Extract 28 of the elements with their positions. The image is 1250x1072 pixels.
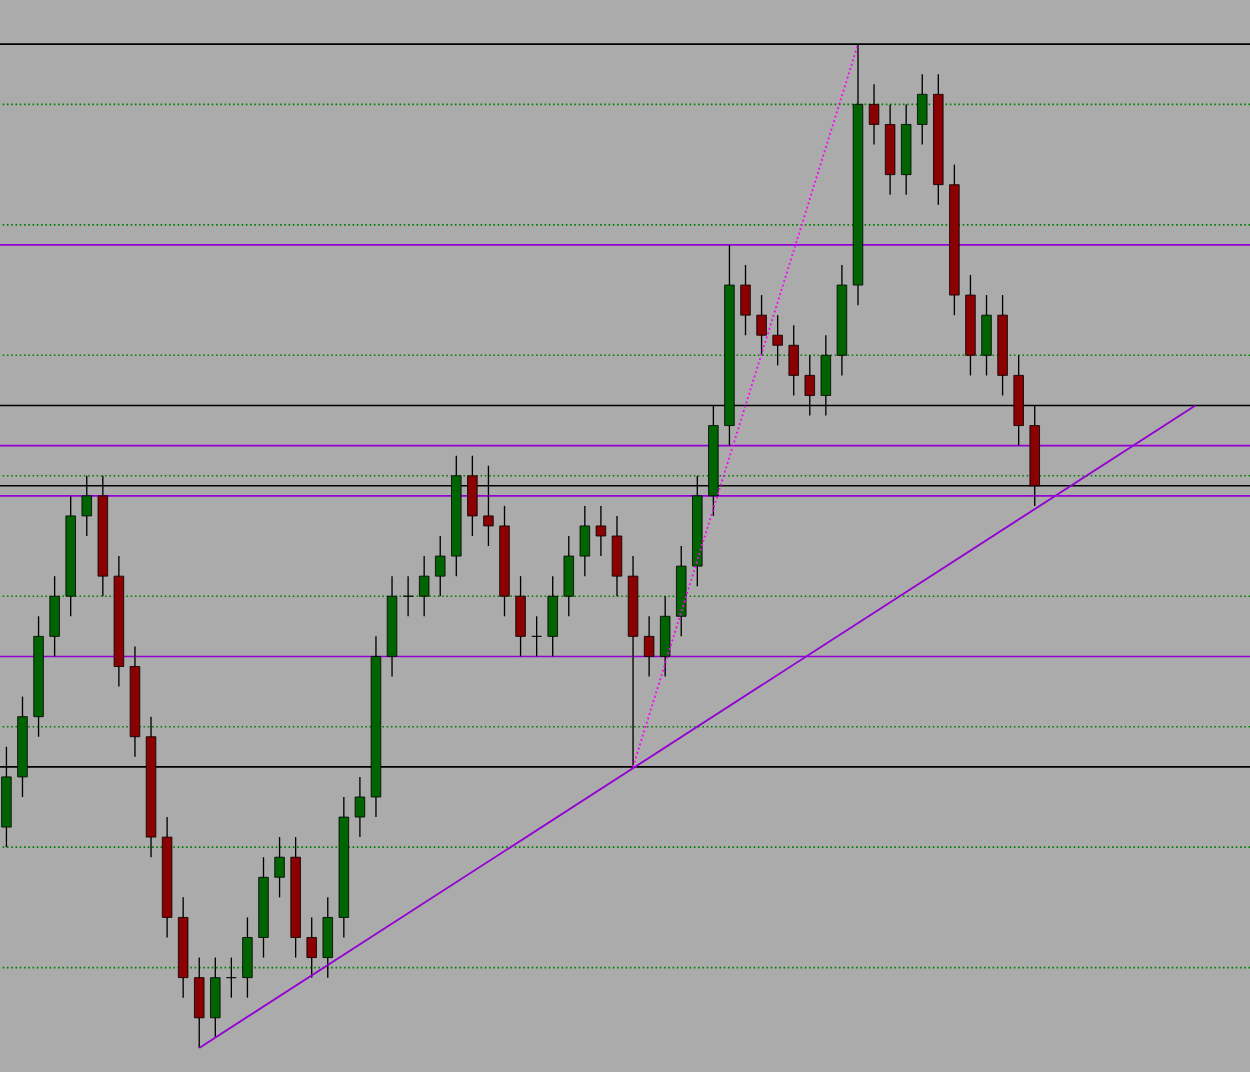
candlestick [579,505,591,577]
candlestick [788,324,799,397]
candlestick [194,956,205,1049]
candlestick [772,314,783,367]
candlestick [49,575,60,658]
candlestick [868,83,880,146]
candlestick [226,956,237,999]
candlestick [643,615,655,678]
candlestick [595,505,607,557]
candlestick [611,515,623,597]
candlestick [756,294,767,356]
candlestick [515,575,526,658]
candlestick [354,776,366,838]
candlestick [435,535,446,597]
candlestick [418,555,430,617]
candlestick [210,956,221,1039]
candlestick [402,575,414,617]
candlestick [531,615,542,658]
candlestick [659,595,671,678]
candlestick [306,916,317,979]
candlestick [981,294,992,377]
candlestick [547,575,558,658]
candlestick [242,916,253,999]
candlestick [274,836,285,899]
candlestick [740,264,751,336]
candlestick [563,535,574,617]
candlestick [322,896,333,979]
candlestick [917,73,928,146]
